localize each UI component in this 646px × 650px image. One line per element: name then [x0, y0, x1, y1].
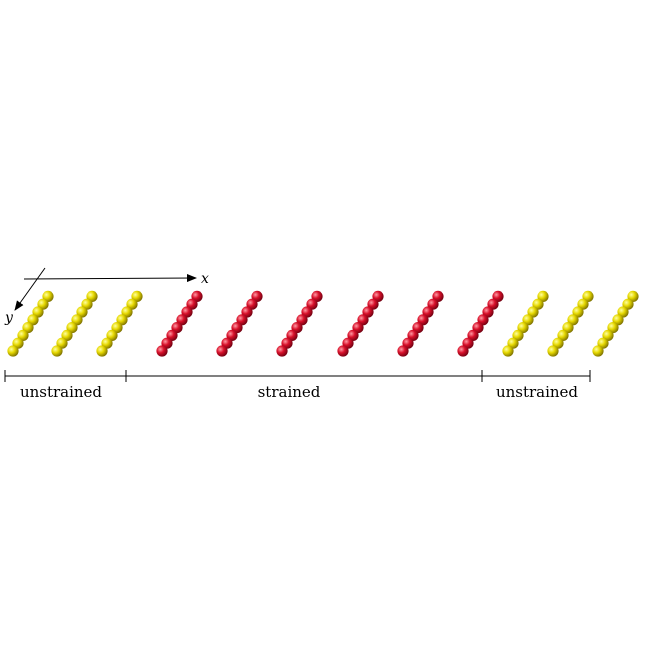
atom: [7, 345, 19, 357]
atom-chain-10-unstrained: [502, 290, 549, 357]
region-bracket: unstrained strained unstrained: [4, 370, 591, 401]
atom: [337, 345, 349, 357]
atom: [397, 345, 409, 357]
region-label-left-unstrained: unstrained: [20, 383, 102, 401]
atom-chain-7-strained: [337, 290, 384, 357]
atom: [156, 345, 168, 357]
atom: [547, 345, 559, 357]
atom-chain-5-strained: [216, 290, 263, 357]
atom: [51, 345, 63, 357]
atom-chain-11-unstrained: [547, 290, 594, 357]
atom: [592, 345, 604, 357]
atom: [216, 345, 228, 357]
atom-chain-4-strained: [156, 290, 203, 357]
x-axis-label: x: [201, 271, 209, 287]
region-label-strained: strained: [258, 383, 321, 401]
atom-chain-2-unstrained: [51, 290, 98, 357]
atom-chain-1-unstrained: [7, 290, 54, 357]
atom: [502, 345, 514, 357]
atom-chains: [7, 290, 639, 357]
atom: [96, 345, 108, 357]
coordinate-axes: x y: [4, 267, 209, 326]
atom-chain-3-unstrained: [96, 290, 143, 357]
atom-chain-8-strained: [397, 290, 444, 357]
x-axis-arrow: [23, 274, 197, 283]
y-axis-label: y: [4, 310, 14, 326]
atom: [276, 345, 288, 357]
atom: [457, 345, 469, 357]
y-axis-arrow: [14, 267, 46, 311]
atom-chain-9-strained: [457, 290, 504, 357]
atom-chain-12-unstrained: [592, 290, 639, 357]
atom-chain-6-strained: [276, 290, 323, 357]
region-label-right-unstrained: unstrained: [496, 383, 578, 401]
